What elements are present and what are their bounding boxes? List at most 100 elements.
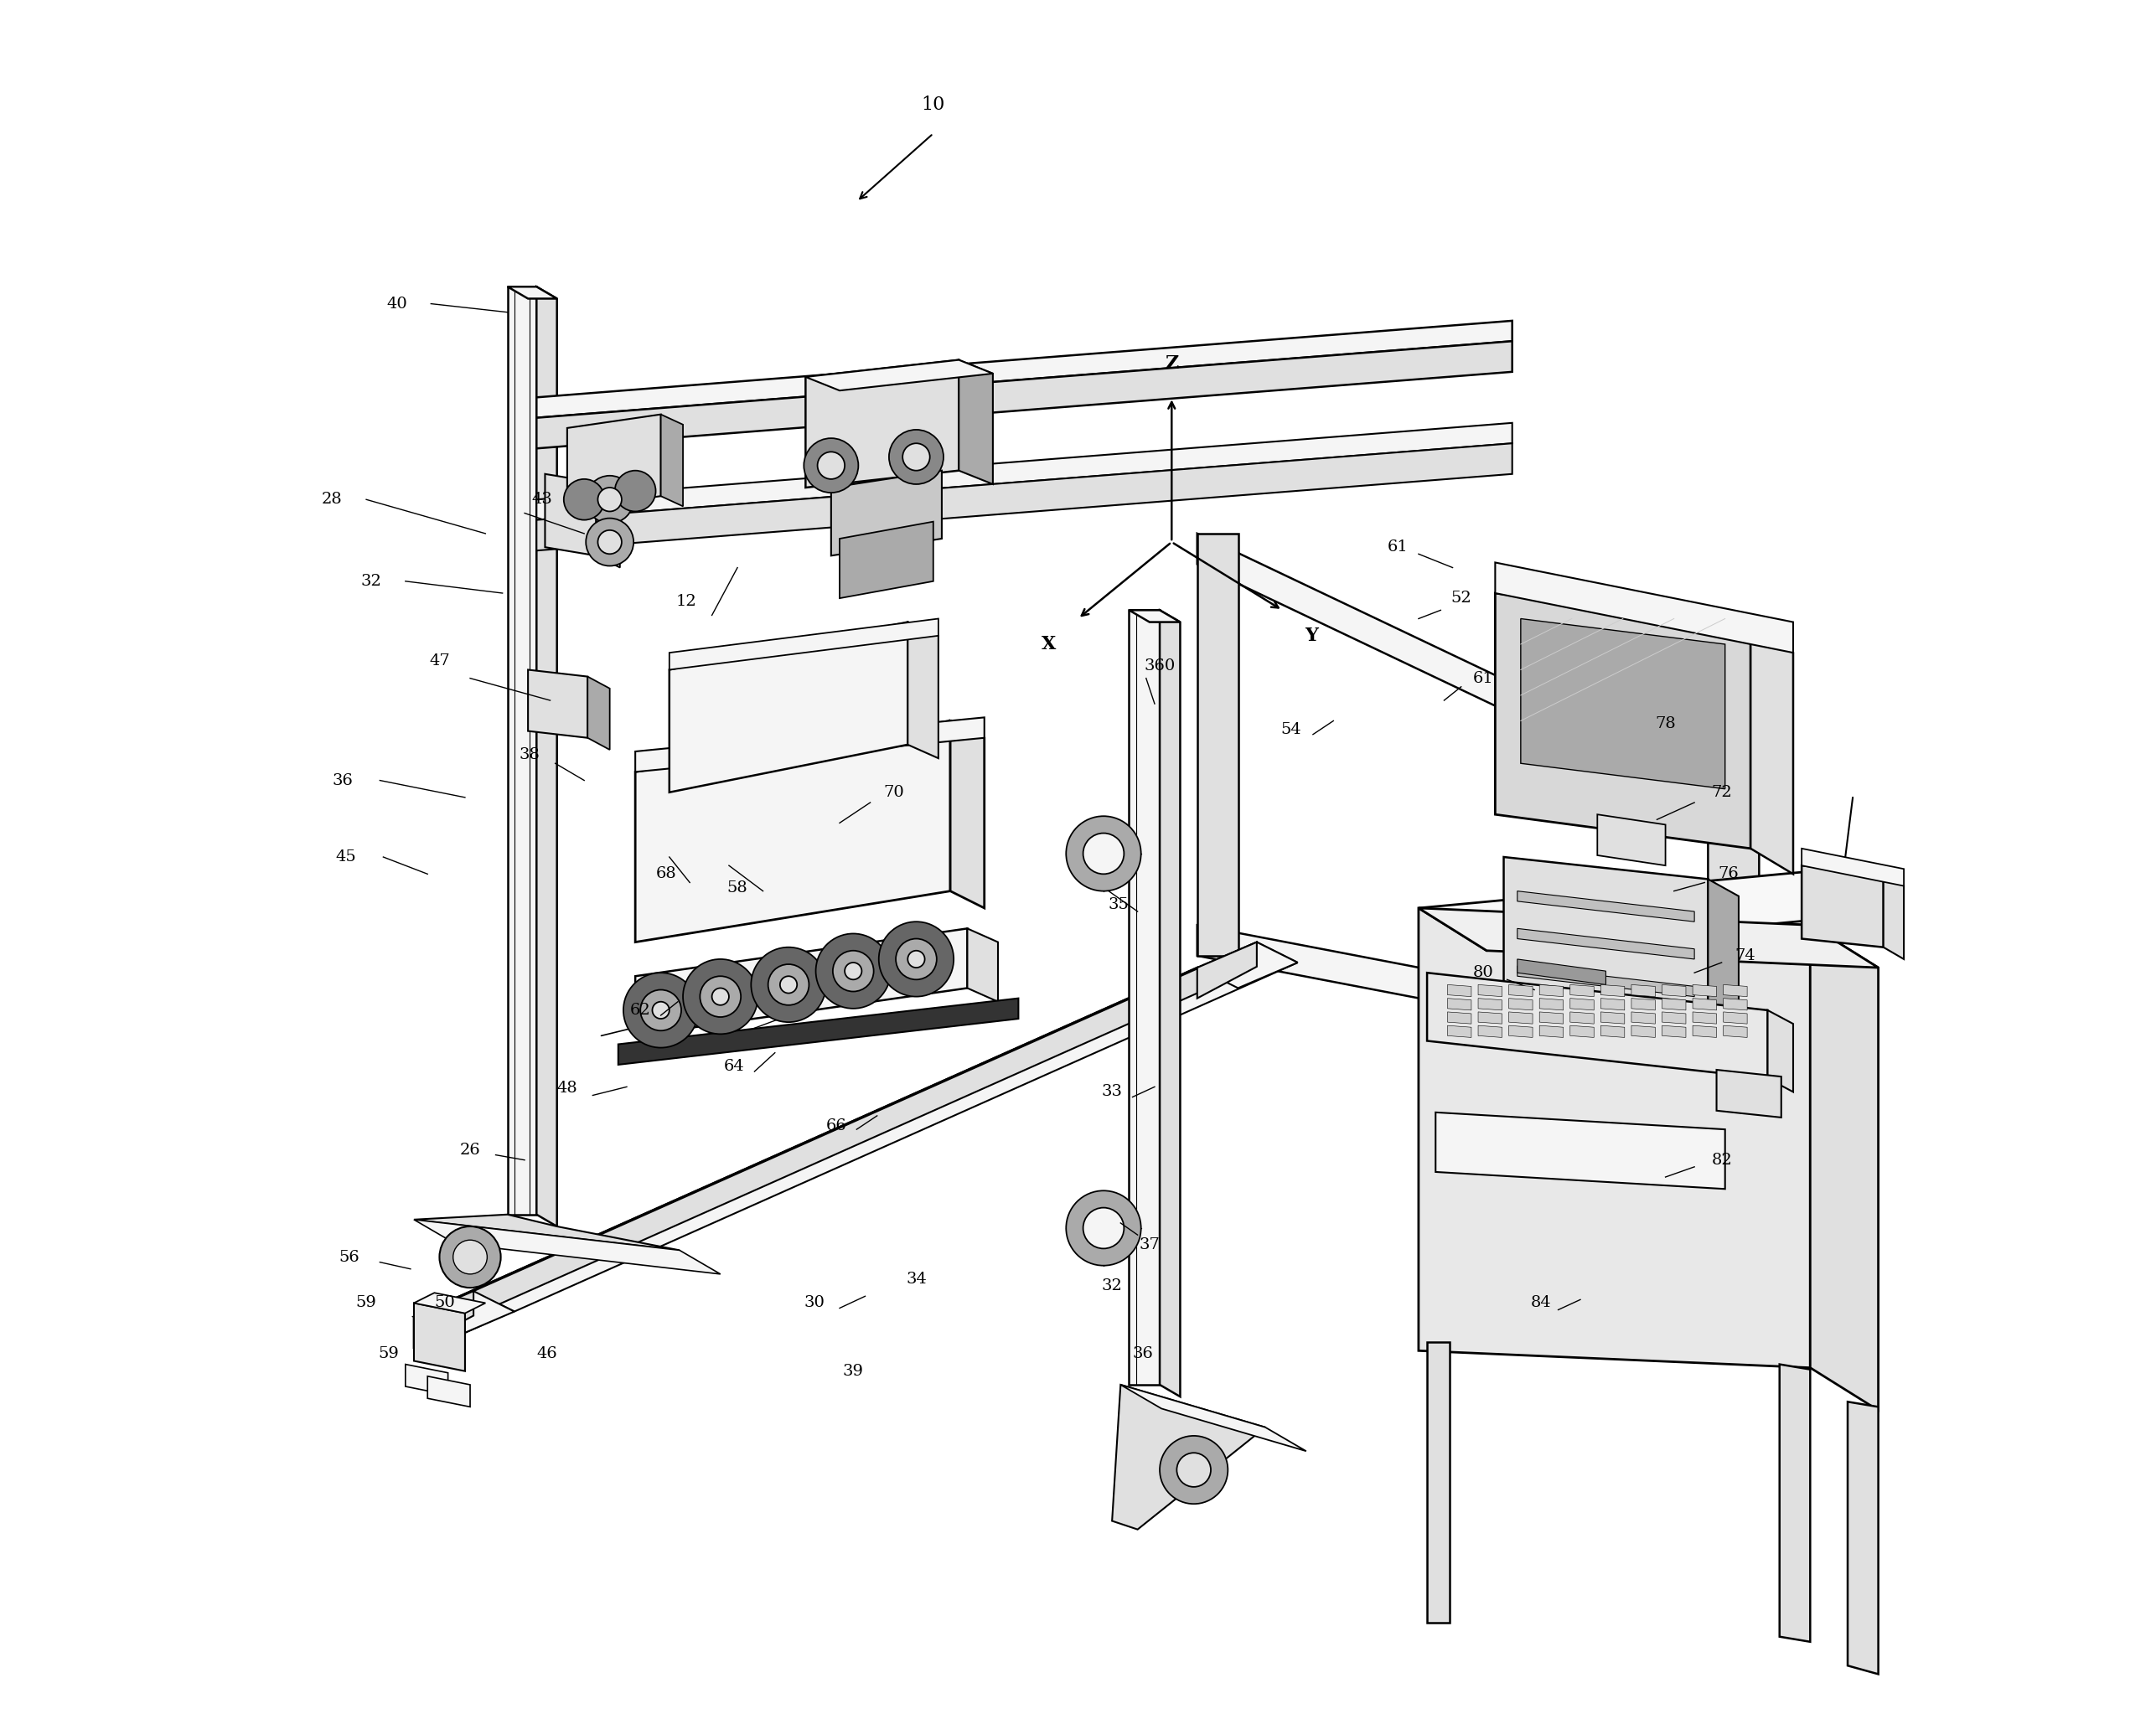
Polygon shape xyxy=(806,360,994,391)
Polygon shape xyxy=(1632,984,1656,996)
Text: Y: Y xyxy=(1304,627,1317,644)
Text: 50: 50 xyxy=(433,1296,455,1311)
Text: Z: Z xyxy=(1164,355,1179,372)
Polygon shape xyxy=(1692,1025,1716,1037)
Circle shape xyxy=(701,977,742,1016)
Polygon shape xyxy=(1419,908,1878,968)
Circle shape xyxy=(903,444,929,471)
Text: 37: 37 xyxy=(1138,1238,1160,1253)
Text: 76: 76 xyxy=(1718,867,1740,881)
Polygon shape xyxy=(1509,984,1533,996)
Text: 56: 56 xyxy=(338,1250,360,1265)
Text: 80: 80 xyxy=(1473,965,1494,980)
Polygon shape xyxy=(668,619,938,670)
Polygon shape xyxy=(1632,1011,1656,1023)
Circle shape xyxy=(780,977,798,992)
Polygon shape xyxy=(1632,998,1656,1010)
Text: 360: 360 xyxy=(1145,658,1175,674)
Polygon shape xyxy=(1708,776,1759,948)
Polygon shape xyxy=(414,1215,679,1250)
Text: 78: 78 xyxy=(1656,716,1675,732)
Polygon shape xyxy=(1723,1011,1746,1023)
Circle shape xyxy=(440,1227,500,1287)
Polygon shape xyxy=(1751,627,1794,874)
Polygon shape xyxy=(414,1292,485,1313)
Polygon shape xyxy=(1600,984,1626,996)
Text: 66: 66 xyxy=(826,1119,847,1133)
Text: 61: 61 xyxy=(1388,540,1408,555)
Text: 84: 84 xyxy=(1531,1296,1552,1311)
Polygon shape xyxy=(908,622,938,758)
Polygon shape xyxy=(537,423,1511,519)
Polygon shape xyxy=(1570,1011,1593,1023)
Text: 10: 10 xyxy=(921,96,944,113)
Circle shape xyxy=(815,934,890,1008)
Polygon shape xyxy=(1447,998,1470,1010)
Circle shape xyxy=(1065,1191,1141,1265)
Text: 68: 68 xyxy=(655,867,677,881)
Polygon shape xyxy=(1197,943,1298,987)
Polygon shape xyxy=(1479,1011,1503,1023)
Polygon shape xyxy=(1692,1011,1716,1023)
Polygon shape xyxy=(968,929,998,1001)
Polygon shape xyxy=(1479,998,1503,1010)
Polygon shape xyxy=(1802,866,1884,948)
Polygon shape xyxy=(1598,814,1664,866)
Polygon shape xyxy=(537,286,556,1227)
Polygon shape xyxy=(1518,967,1695,996)
Polygon shape xyxy=(1570,998,1593,1010)
Text: 32: 32 xyxy=(360,574,382,588)
Polygon shape xyxy=(1662,1011,1686,1023)
Circle shape xyxy=(1065,816,1141,891)
Circle shape xyxy=(711,987,729,1004)
Polygon shape xyxy=(1518,891,1695,922)
Polygon shape xyxy=(537,341,1511,449)
Polygon shape xyxy=(668,622,908,792)
Polygon shape xyxy=(1520,619,1725,788)
Text: 58: 58 xyxy=(727,879,748,895)
Polygon shape xyxy=(636,718,985,771)
Polygon shape xyxy=(1848,1402,1878,1675)
Polygon shape xyxy=(1570,984,1593,996)
Text: 28: 28 xyxy=(321,492,343,507)
Circle shape xyxy=(768,965,808,1004)
Circle shape xyxy=(1177,1453,1212,1486)
Polygon shape xyxy=(414,1303,466,1371)
Polygon shape xyxy=(1768,1010,1794,1092)
Polygon shape xyxy=(1723,984,1746,996)
Text: 62: 62 xyxy=(630,1003,651,1018)
Polygon shape xyxy=(1518,929,1695,960)
Circle shape xyxy=(586,518,634,566)
Polygon shape xyxy=(414,968,1197,1347)
Text: 59: 59 xyxy=(377,1347,399,1361)
Circle shape xyxy=(586,476,634,523)
Text: 54: 54 xyxy=(1281,722,1302,737)
Polygon shape xyxy=(528,670,589,737)
Polygon shape xyxy=(1539,998,1563,1010)
Polygon shape xyxy=(1121,1385,1307,1452)
Polygon shape xyxy=(1539,984,1563,996)
Polygon shape xyxy=(1692,984,1716,996)
Polygon shape xyxy=(1479,984,1503,996)
Polygon shape xyxy=(1884,874,1904,960)
Circle shape xyxy=(597,530,621,554)
Text: 26: 26 xyxy=(459,1142,481,1157)
Circle shape xyxy=(888,430,944,483)
Polygon shape xyxy=(1518,960,1606,984)
Polygon shape xyxy=(1197,533,1238,956)
Polygon shape xyxy=(1509,1025,1533,1037)
Text: X: X xyxy=(1041,634,1056,653)
Polygon shape xyxy=(414,968,1238,1337)
Text: 33: 33 xyxy=(1102,1085,1123,1099)
Polygon shape xyxy=(1436,1112,1725,1190)
Polygon shape xyxy=(427,1376,470,1407)
Polygon shape xyxy=(537,444,1511,550)
Circle shape xyxy=(804,439,858,492)
Polygon shape xyxy=(589,677,610,749)
Circle shape xyxy=(640,989,681,1030)
Polygon shape xyxy=(806,360,959,487)
Polygon shape xyxy=(507,286,556,298)
Polygon shape xyxy=(405,1364,448,1395)
Polygon shape xyxy=(1662,1025,1686,1037)
Polygon shape xyxy=(1539,1011,1563,1023)
